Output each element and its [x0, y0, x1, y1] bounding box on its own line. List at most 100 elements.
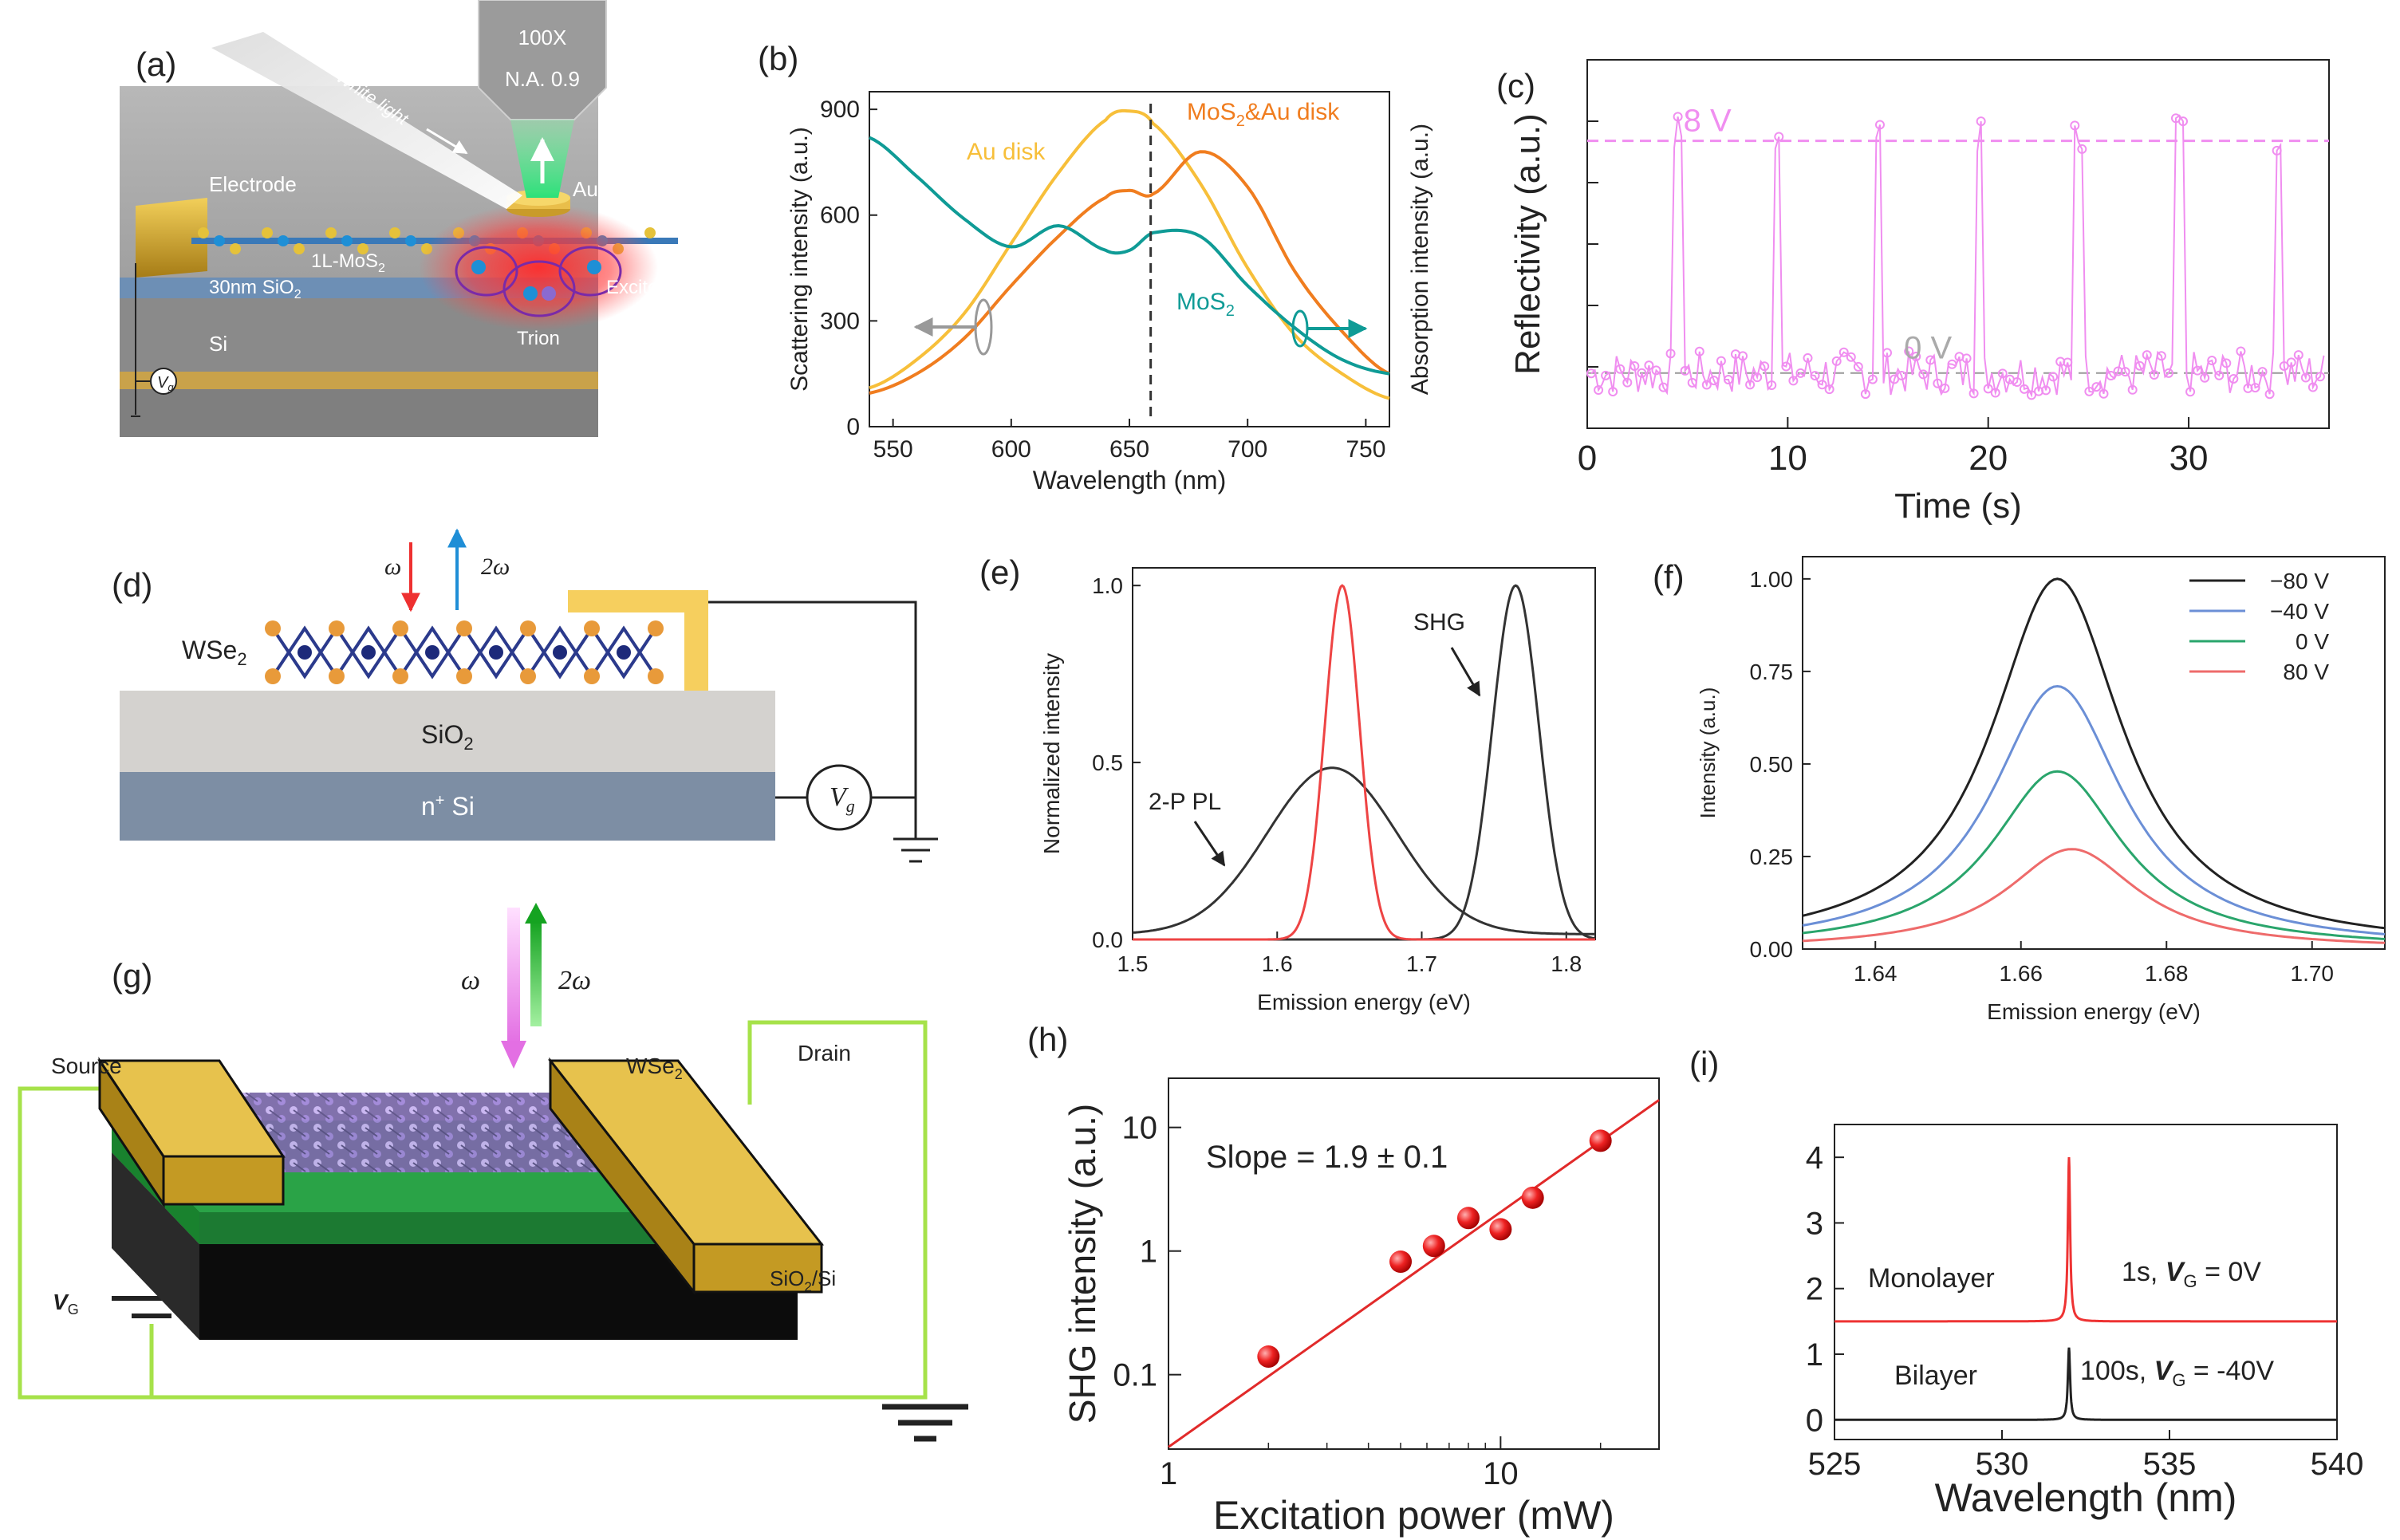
tick-label: 10 — [1483, 1456, 1519, 1491]
data-point — [2070, 120, 2080, 131]
si-label: n+ Si — [421, 792, 475, 821]
series-line — [1133, 584, 1596, 941]
sio2-label: SiO2 — [421, 720, 474, 754]
hole — [542, 286, 556, 301]
data-point — [1608, 387, 1618, 397]
tick-label: 535 — [2143, 1447, 2197, 1482]
gate-voltage-label: VG — [53, 1290, 79, 1317]
data-point — [1586, 368, 1597, 379]
tick-label: 1.0 — [1092, 573, 1123, 598]
data-point — [1781, 361, 1791, 372]
drain-label: Drain — [798, 1041, 851, 1065]
electron — [587, 260, 601, 274]
data-point — [1860, 389, 1870, 400]
data-point — [1853, 361, 1863, 372]
objective-na: N.A. 0.9 — [505, 67, 580, 91]
data-point — [1897, 370, 1907, 380]
plot-frame — [869, 91, 1390, 427]
data-point — [2193, 365, 2203, 376]
data-point — [1831, 356, 1842, 366]
data-point — [2178, 116, 2189, 127]
tick-label: 1.70 — [2291, 961, 2335, 986]
ground-icon — [882, 1404, 968, 1442]
monolayer-condition: 1s, VG = 0V — [2122, 1257, 2261, 1291]
y-axis-label: Scattering intensity (a.u.) — [786, 127, 813, 392]
data-point — [2019, 384, 2029, 394]
data-point — [1644, 360, 1654, 371]
tick-label: 10 — [1122, 1111, 1158, 1146]
tick-label: 525 — [1808, 1447, 1862, 1482]
y-axis-label: Intensity (a.u.) — [1696, 687, 1720, 819]
data-point — [1976, 116, 1986, 127]
exciton-ring — [455, 246, 518, 297]
data-point — [1947, 359, 1957, 369]
panel-f: (f) 1.64 1.66 1.68 1.70 0.00 0.25 0.50 0.75 1.00… — [1653, 556, 2386, 1024]
tick-label: 1 — [1160, 1456, 1177, 1491]
data-point — [1745, 380, 1756, 390]
tick-label: 1.8 — [1551, 951, 1582, 976]
data-point — [1708, 376, 1719, 386]
tick-label: 1.7 — [1406, 951, 1437, 976]
tick-label: 3 — [1806, 1206, 1823, 1241]
series — [1802, 577, 2386, 944]
data-point — [1918, 369, 1929, 380]
data-point — [1874, 120, 1885, 130]
axes: 1.64 1.66 1.68 1.70 0.00 0.25 0.50 0.75 1.00 — [1750, 567, 2335, 986]
data-point — [1673, 112, 1683, 122]
tick-label: 700 — [1228, 436, 1267, 463]
panel-e: (e) 1.5 1.6 1.7 1.8 0.0 0.5 1.0 SHG 2-P PL Emi… — [979, 553, 1596, 1014]
series-line — [1802, 770, 2386, 940]
tick-label: 0.0 — [1092, 928, 1123, 952]
tick-label: 1.5 — [1117, 951, 1149, 976]
data-point — [2257, 367, 2268, 377]
plot-frame — [1168, 1077, 1660, 1450]
series — [1586, 112, 2329, 400]
electrode-label: Electrode — [209, 172, 297, 196]
tick-label: 0 — [1806, 1403, 1823, 1438]
reflectivity-trace — [1590, 114, 2325, 398]
data-point — [2134, 360, 2145, 371]
data-point — [2293, 350, 2303, 360]
data-point — [1589, 1129, 1612, 1152]
data-point — [1997, 368, 2008, 379]
tick-label: 20 — [1968, 439, 2008, 478]
reference-label-8v: 8 V — [1684, 104, 1732, 139]
data-point — [2279, 360, 2289, 371]
shg-beam-arrow — [530, 921, 542, 1026]
series — [1132, 584, 1596, 941]
data-point — [1389, 1251, 1413, 1274]
bottom-electrode — [120, 372, 598, 389]
gate-voltage-label: Vg — [157, 374, 174, 393]
series — [1168, 1099, 1660, 1448]
data-point — [1457, 1207, 1480, 1230]
exciton-label: Exciton — [606, 277, 669, 298]
data-point — [2300, 372, 2311, 383]
data-point — [1651, 365, 1661, 376]
series-line — [1802, 684, 2386, 935]
data-point — [1810, 371, 1820, 381]
data-point — [2077, 144, 2087, 154]
data-point — [2041, 385, 2051, 396]
data-point — [1838, 347, 1849, 357]
data-point — [1489, 1218, 1512, 1241]
objective-lens — [478, 0, 607, 120]
series-label-au-disk: Au disk — [967, 139, 1046, 165]
data-point — [1890, 374, 1900, 384]
panel-c-label: (c) — [1496, 67, 1535, 104]
data-point — [2163, 368, 2173, 378]
ground-icon — [893, 837, 938, 863]
data-point — [1767, 380, 1777, 391]
data-point — [1882, 348, 1893, 358]
tick-label: 0 — [846, 414, 860, 440]
data-point — [2026, 390, 2036, 400]
monolayer-label: Monolayer — [1868, 1263, 1995, 1294]
top-electrode — [568, 590, 708, 691]
wse2-label: WSe2 — [182, 636, 247, 669]
data-point — [1774, 132, 1784, 142]
y-axis-label: Reflectivity (a.u.) — [1508, 113, 1547, 375]
electron — [471, 260, 486, 274]
bilayer-condition: 100s, VG = -40V — [2080, 1356, 2274, 1390]
tick-label: 0.50 — [1750, 752, 1794, 777]
